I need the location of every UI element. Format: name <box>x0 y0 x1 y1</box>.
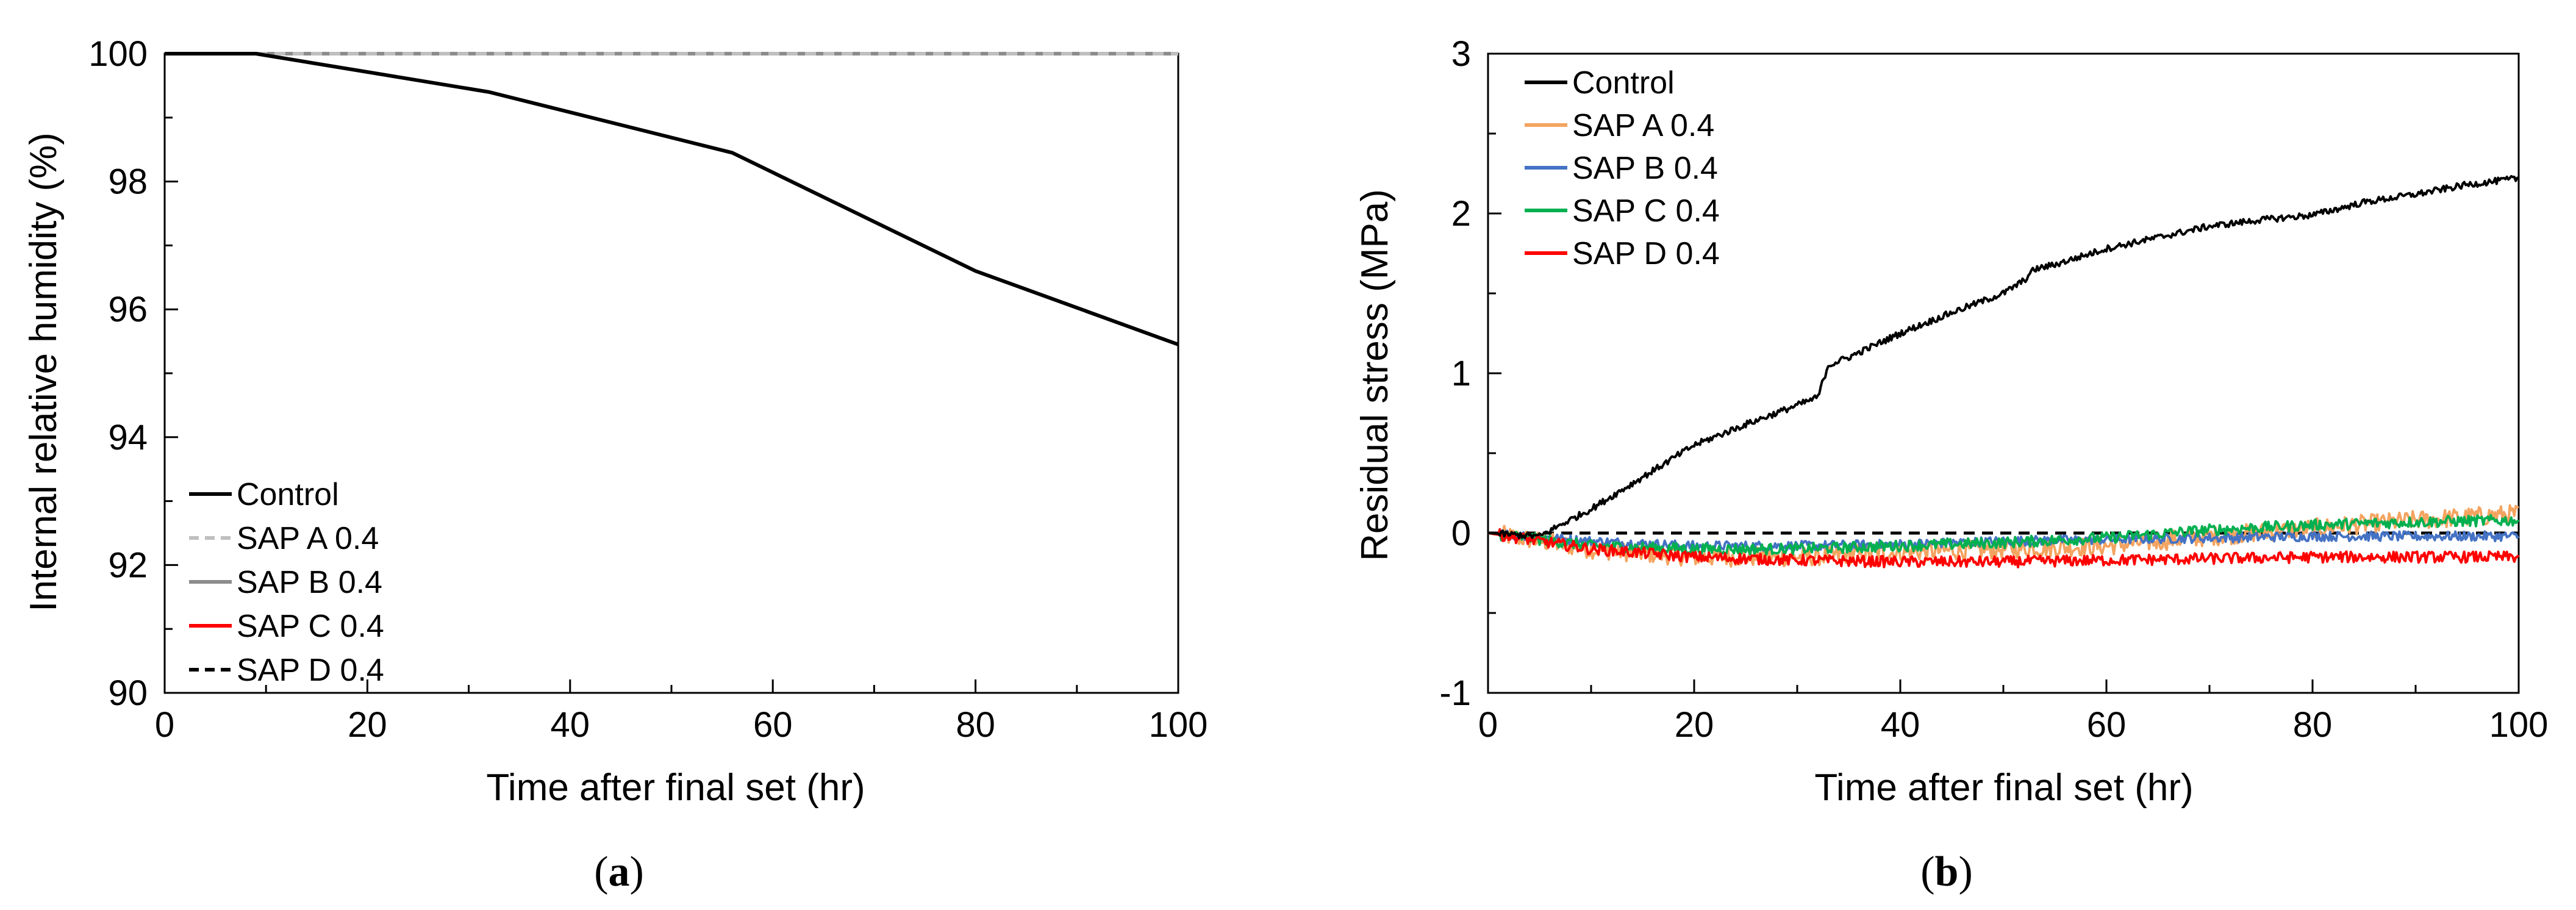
panel-a-legend-label-sap-c-0-4: SAP C 0.4 <box>237 609 384 644</box>
panel-a-y-tick-label: 94 <box>108 418 148 457</box>
panel-a-y-tick-label: 98 <box>108 162 148 202</box>
panel-b-y-tick-label: 1 <box>1451 354 1471 393</box>
panel-a-y-tick-label: 100 <box>88 34 148 74</box>
panel-b-x-tick-label: 100 <box>2489 705 2549 745</box>
panel-b-legend-label-sap-d-0-4: SAP D 0.4 <box>1572 236 1720 271</box>
panel-b-plot-frame <box>1487 52 2520 694</box>
panel-b-y-tick-label: 2 <box>1451 194 1471 234</box>
panel-b-legend-label-sap-a-0-4: SAP A 0.4 <box>1572 108 1714 143</box>
panel-b-x-tick-label: 0 <box>1478 705 1498 745</box>
panel-b-y-tick-label: -1 <box>1439 673 1471 713</box>
panel-b-y-tick-label: 3 <box>1451 34 1471 74</box>
panel-a-series-control <box>165 52 1179 346</box>
panel-a-x-tick-label: 20 <box>348 705 387 745</box>
panel-b-y-tick-label: 0 <box>1451 514 1471 553</box>
panel-b-x-tick-label: 20 <box>1675 705 1714 745</box>
panel-a-legend-label-control: Control <box>237 477 339 512</box>
panel-a-xlabel: Time after final set (hr) <box>486 767 865 809</box>
panel-a-legend-label-sap-b-0-4: SAP B 0.4 <box>237 565 382 600</box>
panel-b-legend-label-sap-c-0-4: SAP C 0.4 <box>1572 193 1720 229</box>
panel-a-x-tick-label: 60 <box>753 705 793 745</box>
panel-b-ylabel: Residual stress (MPa) <box>1354 189 1396 561</box>
panel-b-caption: (b) <box>1920 848 1973 895</box>
panel-a-legend: Control SAP A 0.4 SAP B 0.4 SAP C 0.4 SAP D … <box>189 477 384 688</box>
panel-b-series-control <box>1487 174 2519 539</box>
panel-a-caption: (a) <box>594 848 644 895</box>
panel-a-y-tick-label: 92 <box>108 545 148 585</box>
panel-b-series-sap-d-0-4 <box>1487 528 2520 568</box>
panel-a-x-tick-label: 0 <box>155 705 174 745</box>
panel-a-humidity-chart: Time after final set (hr) Internal relat… <box>23 34 1208 895</box>
panel-a-x-tick-label: 100 <box>1149 705 1208 745</box>
panel-a-ylabel: Internal relative humidity (%) <box>23 132 65 612</box>
panel-b-x-tick-label: 60 <box>2087 705 2127 745</box>
panel-b-xlabel: Time after final set (hr) <box>1814 767 2193 809</box>
panel-a-x-tick-label: 40 <box>551 705 590 745</box>
panel-b-x-tick-label: 40 <box>1881 705 1920 745</box>
panel-a-y-tick-label: 96 <box>108 290 148 329</box>
panel-b-x-tick-label: 80 <box>2293 705 2333 745</box>
panel-b-legend-label-sap-b-0-4: SAP B 0.4 <box>1572 151 1718 186</box>
panel-b-legend-label-control: Control <box>1572 65 1675 101</box>
panel-a-legend-label-sap-a-0-4: SAP A 0.4 <box>237 521 379 556</box>
panel-b-legend: Control SAP A 0.4 SAP B 0.4 SAP C 0.4 SAP D … <box>1525 65 1720 271</box>
panel-b-series-sap-c-0-4 <box>1487 514 2520 556</box>
panel-b-stress-chart: Time after final set (hr) Residual stres… <box>1354 34 2548 895</box>
panel-a-x-tick-label: 80 <box>956 705 995 745</box>
panel-a-legend-label-sap-d-0-4: SAP D 0.4 <box>237 653 384 688</box>
panel-a-y-tick-label: 90 <box>108 673 148 713</box>
